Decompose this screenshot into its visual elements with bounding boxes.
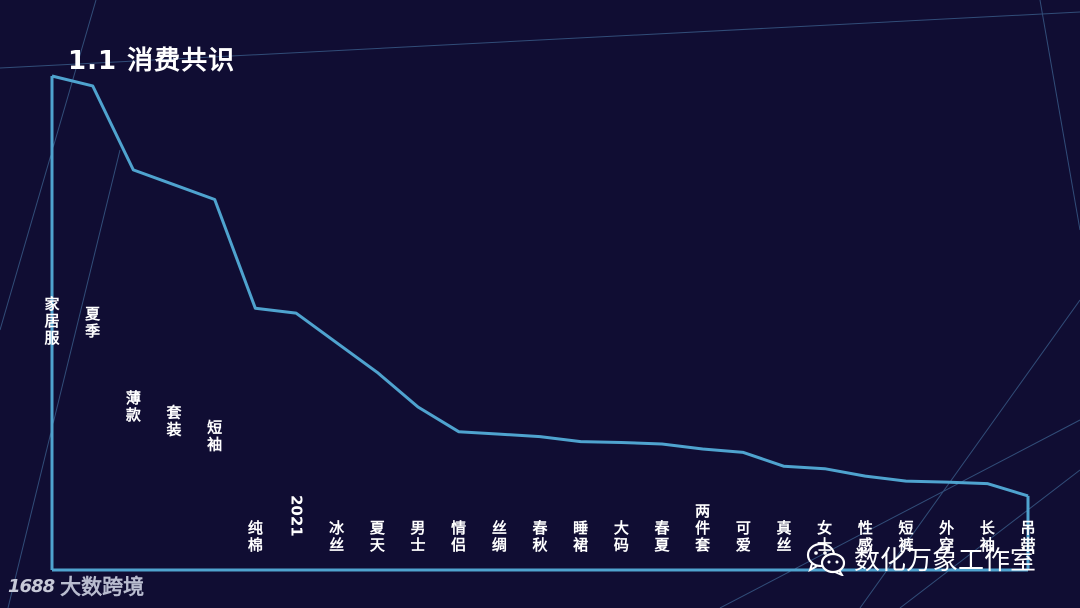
- decor-line: [1039, 0, 1080, 231]
- watermark: 数化万象工作室: [806, 540, 1036, 577]
- wechat-icon: [806, 542, 846, 576]
- decor-line: [7, 149, 121, 608]
- category-label: 薄款: [126, 389, 142, 424]
- category-label: 夏季: [84, 305, 101, 340]
- chart-title: 1.1 消费共识: [68, 46, 236, 76]
- chart-axes: [50, 76, 1030, 572]
- brand-text: 大数跨境: [60, 575, 145, 599]
- decor-line: [899, 469, 1080, 608]
- category-label: 睡裙: [573, 519, 588, 554]
- category-label: 短袖: [207, 419, 222, 454]
- category-label: 夏天: [369, 519, 386, 554]
- category-label: 男士: [410, 519, 425, 554]
- category-label: 春夏: [653, 519, 670, 554]
- decor-line: [719, 419, 1080, 608]
- category-label: 家居服: [44, 295, 60, 347]
- category-label: 两件套: [694, 502, 711, 554]
- category-label: 纯棉: [248, 519, 263, 554]
- category-label: 真丝: [776, 519, 791, 554]
- category-label: 大码: [614, 519, 629, 554]
- category-label: 性感: [858, 519, 873, 554]
- category-label: 长袖: [980, 519, 996, 554]
- category-label: 可爱: [736, 519, 751, 554]
- brand-logo: 1688: [8, 575, 55, 597]
- category-label: 外穿: [938, 519, 954, 554]
- category-label: 冰丝: [329, 519, 345, 554]
- category-label: 2021: [288, 495, 306, 537]
- category-label: 短裤: [898, 519, 913, 554]
- decor-line: [0, 0, 97, 331]
- category-label: 情侣: [451, 519, 466, 554]
- watermark-text: 数化万象工作室: [854, 546, 1037, 576]
- category-label: 丝绸: [492, 519, 507, 554]
- decor-line: [859, 299, 1080, 608]
- category-label: 吊带: [1020, 519, 1035, 554]
- category-label: 春秋: [532, 519, 548, 554]
- category-label: 套装: [165, 404, 182, 439]
- series-line: [51, 74, 1029, 498]
- brand: 1688 大数跨境: [8, 571, 144, 601]
- decor-line: [0, 11, 1080, 69]
